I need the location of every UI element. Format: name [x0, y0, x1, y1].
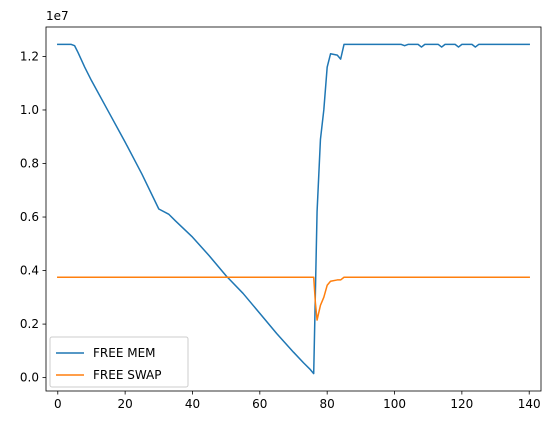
legend-label-free-swap: FREE SWAP [93, 368, 162, 382]
x-tick-label: 60 [252, 397, 267, 411]
x-tick-label: 80 [320, 397, 335, 411]
y-tick-label: 1.2 [20, 49, 39, 63]
plot-area [46, 27, 541, 391]
axes-frame [45, 26, 542, 392]
series-layer [57, 43, 530, 375]
x-tick-label: 140 [518, 397, 541, 411]
series-line-free-swap [57, 276, 530, 321]
x-tick-label: 100 [383, 397, 406, 411]
x-tick-label: 40 [185, 397, 200, 411]
y-tick-label: 0.0 [20, 371, 39, 385]
y-offset-label: 1e7 [46, 9, 69, 23]
x-tick-label: 120 [450, 397, 473, 411]
x-tick-label: 20 [117, 397, 132, 411]
x-tick-label: 0 [54, 397, 62, 411]
legend-frame [49, 336, 189, 388]
y-tick-label: 1.0 [20, 103, 39, 117]
y-tick-label: 0.4 [20, 264, 39, 278]
axes-layer: 0 20 40 60 80 100 120 140 0.0 0.2 0.4 0.6 0.8 1.0 1.2 [20, 26, 542, 411]
y-tick-label: 0.8 [20, 157, 39, 171]
legend: FREE MEM FREE SWAP [49, 336, 189, 388]
y-tick-label: 0.2 [20, 317, 39, 331]
legend-label-free-mem: FREE MEM [93, 346, 156, 360]
y-tick-label: 0.6 [20, 210, 39, 224]
series-line-free-mem [57, 43, 530, 375]
